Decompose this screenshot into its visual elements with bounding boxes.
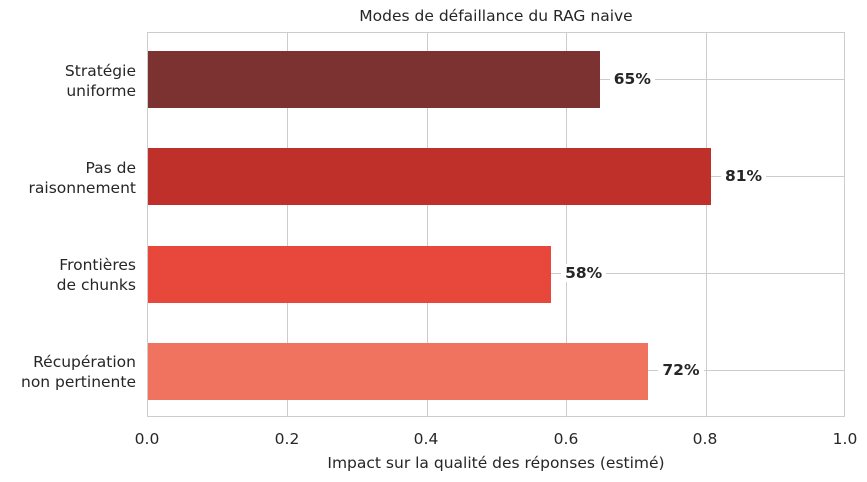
y-tick-label: Récupération non pertinente — [21, 353, 136, 391]
y-tick-label: Stratégie uniforme — [64, 62, 136, 100]
value-label: 81% — [720, 167, 767, 185]
bar-pas-de-raisonnement — [148, 148, 711, 205]
y-tick-label: Frontières de chunks — [56, 256, 136, 294]
y-tick-label: Pas de raisonnement — [28, 159, 136, 197]
x-tick-label: 0.8 — [692, 430, 718, 448]
value-label: 58% — [561, 264, 607, 282]
gridline-x-0.6 — [566, 33, 568, 416]
gridline-x-0.2 — [287, 33, 289, 416]
x-tick-label: 0.4 — [413, 430, 439, 448]
x-tick-label: 0.0 — [134, 430, 160, 448]
bar-strategie-uniforme — [148, 51, 600, 108]
value-label: 72% — [658, 361, 704, 379]
x-tick-label: 0.2 — [274, 430, 300, 448]
value-label: 65% — [609, 70, 655, 88]
bar-frontieres-de-chunks — [148, 246, 552, 303]
chart-title: Modes de défaillance du RAG naive — [359, 7, 633, 25]
gridline-x-0.8 — [706, 33, 708, 416]
x-tick-label: 1.0 — [832, 430, 858, 448]
x-axis-label: Impact sur la qualité des réponses (esti… — [327, 454, 665, 472]
bar-recuperation-non-pertinente — [148, 343, 649, 400]
gridline-x-0.4 — [427, 33, 429, 416]
x-tick-label: 0.6 — [553, 430, 579, 448]
plot-area: 65% 81% 58% 72% — [147, 32, 845, 417]
